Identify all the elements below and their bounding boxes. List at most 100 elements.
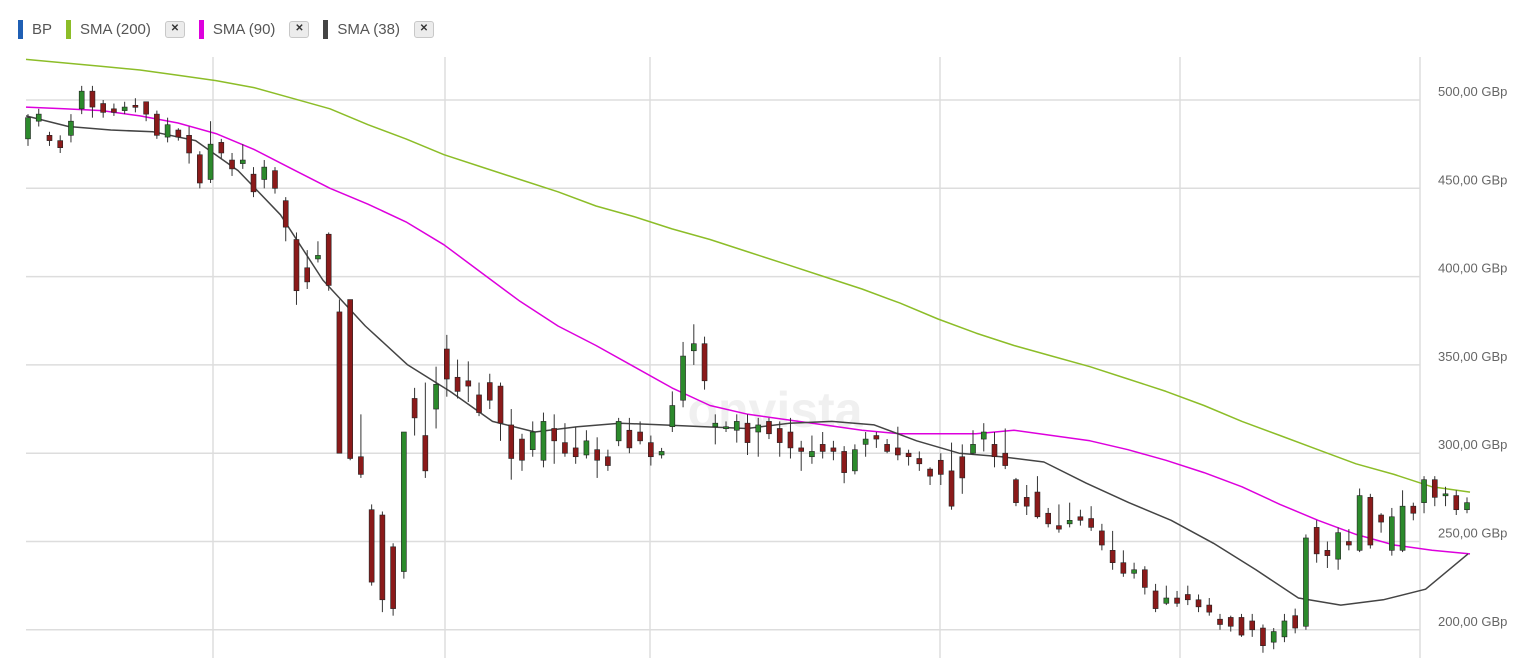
candle-body xyxy=(239,159,246,164)
candle xyxy=(390,543,396,616)
candle xyxy=(572,426,579,464)
candle xyxy=(1184,585,1191,606)
candle-body xyxy=(648,442,654,458)
candle xyxy=(476,382,482,417)
candle-body xyxy=(422,435,429,472)
candle xyxy=(1367,493,1374,549)
candle xyxy=(798,440,804,471)
remove-indicator-button[interactable]: ✕ xyxy=(413,20,434,38)
y-axis-ticks: 200,00 GBp 250,00 GBp 300,00 GBp 350,00 GBp… xyxy=(1438,84,1507,629)
candle-body xyxy=(841,451,847,473)
candle xyxy=(701,336,708,390)
remove-indicator-button[interactable]: ✕ xyxy=(164,20,185,38)
candle-body xyxy=(873,435,880,440)
candle-body xyxy=(207,143,214,180)
candle-body xyxy=(1453,495,1460,511)
candle xyxy=(293,232,300,305)
legend-swatch xyxy=(18,19,23,39)
candle-body xyxy=(261,166,268,180)
candle-body xyxy=(691,343,697,352)
candle-body xyxy=(100,103,106,113)
candle xyxy=(1131,562,1137,579)
candle xyxy=(111,103,117,116)
legend-item: SMA (90) ✕ xyxy=(198,19,310,39)
candle xyxy=(1217,613,1223,630)
candle xyxy=(637,421,643,445)
candle-body xyxy=(905,452,912,458)
candle xyxy=(175,128,182,141)
candle xyxy=(669,391,676,433)
candle-body xyxy=(1356,495,1363,551)
remove-indicator-button[interactable]: ✕ xyxy=(289,20,310,38)
candle-body xyxy=(862,438,869,445)
candle xyxy=(691,324,697,365)
candle-body xyxy=(358,456,364,475)
candle-body xyxy=(1120,562,1127,574)
y-tick-label: 250,00 GBp xyxy=(1438,526,1507,541)
candle xyxy=(1421,476,1427,514)
candle xyxy=(991,432,998,468)
candle-body xyxy=(1249,620,1256,631)
candle-body xyxy=(46,135,53,141)
candle xyxy=(1260,624,1266,653)
candle-body xyxy=(680,355,686,401)
candle xyxy=(1227,615,1234,632)
candle xyxy=(905,449,912,466)
candle-body xyxy=(529,431,536,450)
candle-body xyxy=(411,398,418,419)
candle xyxy=(411,387,418,436)
candle-body xyxy=(1184,594,1191,601)
candle xyxy=(1270,628,1277,650)
candle xyxy=(583,430,590,459)
candle-body xyxy=(519,438,525,461)
candle xyxy=(841,446,847,484)
candle-body xyxy=(368,509,375,583)
candle xyxy=(540,412,547,468)
candle-body xyxy=(89,90,96,108)
candle xyxy=(1045,507,1051,528)
candle xyxy=(1120,550,1127,577)
candle xyxy=(68,114,74,143)
candle xyxy=(1324,541,1331,568)
candle-body xyxy=(1131,569,1137,574)
candle-body xyxy=(669,405,676,428)
legend-item: BP xyxy=(18,19,53,39)
legend-label: BP xyxy=(32,20,53,38)
candle xyxy=(1056,504,1062,533)
candle xyxy=(229,152,235,176)
candle-body xyxy=(143,101,149,115)
candle-body xyxy=(508,424,515,459)
candle-body xyxy=(250,173,257,193)
candle xyxy=(529,421,536,457)
candle xyxy=(197,151,203,189)
candle-body xyxy=(1431,479,1438,498)
candle xyxy=(57,135,64,153)
candle-body xyxy=(830,447,837,452)
y-tick-label: 450,00 GBp xyxy=(1438,172,1507,187)
candle-body xyxy=(1399,505,1406,551)
candle xyxy=(852,444,858,475)
candle xyxy=(776,421,783,457)
candle-body xyxy=(1023,497,1030,507)
y-tick-label: 300,00 GBp xyxy=(1438,437,1507,452)
candle xyxy=(1099,523,1105,551)
candle-body xyxy=(347,299,353,459)
candle-body xyxy=(325,233,332,286)
candle-body xyxy=(1174,597,1180,604)
candle-body xyxy=(1099,530,1105,546)
candle xyxy=(1034,476,1041,519)
candle-body xyxy=(1464,502,1470,511)
candle xyxy=(615,417,622,447)
candle-body xyxy=(1260,627,1266,646)
candle-body xyxy=(1217,618,1223,625)
candle-body xyxy=(1324,550,1331,556)
candle xyxy=(1195,594,1202,613)
candle xyxy=(916,451,923,471)
candle-body xyxy=(1109,550,1116,563)
candle xyxy=(723,421,729,433)
candle xyxy=(78,85,85,115)
candle xyxy=(658,447,665,459)
candle-body xyxy=(884,444,890,452)
candle-body xyxy=(980,431,987,440)
candle xyxy=(1453,490,1460,516)
